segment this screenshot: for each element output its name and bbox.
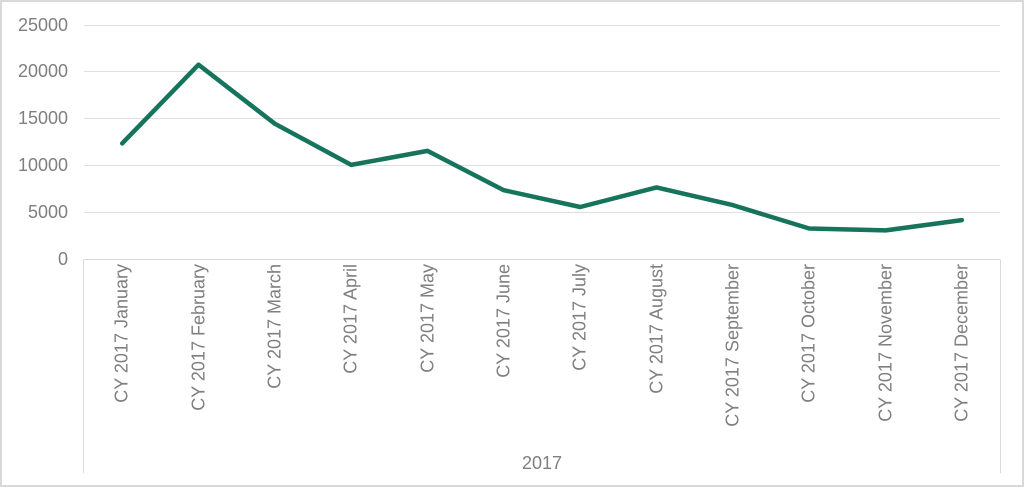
y-axis-tick-label: 10000: [17, 154, 68, 175]
x-axis-category-label: CY 2017 June: [493, 264, 514, 383]
y-axis-tick-label: 5000: [27, 201, 68, 222]
x-axis-category-label: CY 2017 October: [799, 264, 820, 408]
x-axis-category-label-text: CY 2017 January: [111, 264, 132, 403]
x-axis-category-label: CY 2017 March: [264, 264, 285, 394]
x-axis-category-label: CY 2017 January: [112, 264, 133, 408]
y-axis-tick-label: 0: [57, 248, 68, 269]
x-axis-category-label: CY 2017 February: [188, 264, 209, 416]
x-axis-group-label: 2017: [521, 453, 563, 473]
x-axis-category-label-text: CY 2017 May: [417, 264, 437, 373]
x-axis-category-label-text: CY 2017 August: [646, 264, 666, 394]
x-axis-category-label-text: CY 2017 April: [340, 264, 361, 374]
x-axis-category-label-text: CY 2017 July: [569, 264, 590, 371]
data-series-line: [119, 62, 965, 233]
x-axis-category-label-text: CY 2017 June: [493, 264, 514, 378]
y-axis-tick-label: 20000: [17, 61, 68, 82]
x-axis-category-label: CY 2017 August: [646, 264, 667, 399]
x-axis-category-label: CY 2017 September: [722, 264, 743, 432]
x-axis-category-label: CY 2017 December: [951, 264, 972, 427]
x-axis-category-label-text: CY 2017 November: [875, 264, 895, 422]
x-axis-category-label-text: CY 2017 February: [188, 264, 208, 411]
x-axis-category-label-text: CY 2017 October: [798, 264, 819, 403]
x-axis-category-label: CY 2017 July: [570, 264, 591, 376]
x-axis-category-label: CY 2017 April: [341, 264, 362, 379]
x-axis-category-label: CY 2017 May: [417, 264, 438, 378]
x-axis-category-label-text: CY 2017 December: [951, 264, 972, 422]
x-axis-category-label-text: CY 2017 September: [722, 264, 743, 427]
x-axis-category-label: CY 2017 November: [875, 264, 896, 427]
x-axis-category-label-text: CY 2017 March: [264, 264, 285, 389]
y-axis-tick-label: 25000: [17, 14, 68, 35]
y-axis-tick-label: 15000: [17, 108, 68, 129]
